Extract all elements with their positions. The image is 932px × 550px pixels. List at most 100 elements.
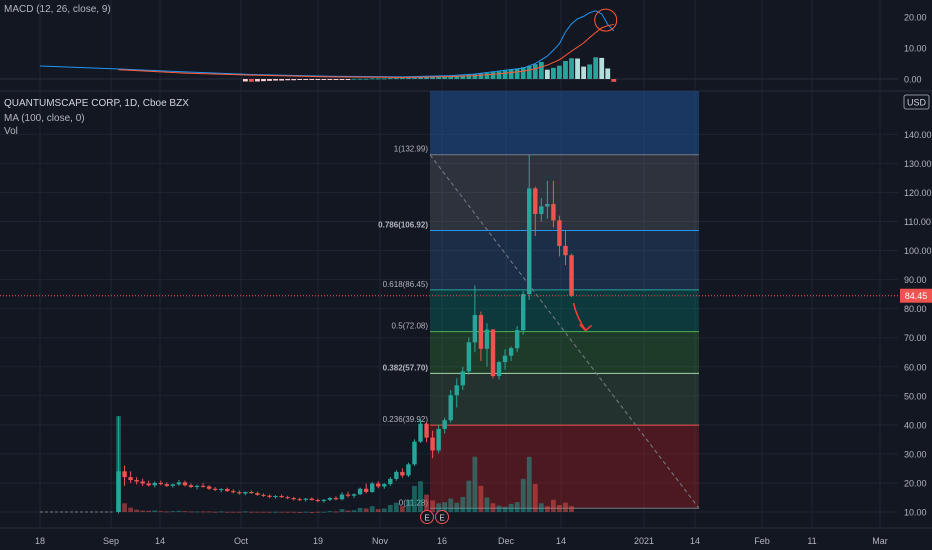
x-axis-tick: 11 — [807, 536, 816, 546]
candle-body — [527, 188, 532, 295]
candle-body — [194, 485, 200, 488]
candle-body — [345, 494, 351, 496]
fib-zone — [430, 154, 699, 231]
volume-bar — [424, 494, 429, 512]
candle-body — [303, 498, 308, 500]
candle-body — [436, 428, 441, 451]
signal-line — [118, 23, 614, 78]
candle-body — [188, 485, 194, 488]
volume-bar — [291, 511, 297, 513]
macd-histogram-bar — [267, 79, 272, 81]
candle-body — [357, 488, 363, 495]
volume-bar — [176, 510, 182, 512]
x-axis-tick: 14 — [155, 536, 165, 546]
candle-body — [454, 385, 459, 396]
volume-bar — [484, 497, 490, 512]
candle-body — [418, 423, 423, 442]
macd-histogram-bar — [381, 78, 387, 80]
volume-bar — [230, 511, 236, 513]
volume-bar — [206, 511, 212, 513]
candle-body — [448, 395, 453, 421]
candle-body — [219, 489, 224, 491]
volume-bar — [188, 511, 194, 513]
symbol-title: QUANTUMSCAPE CORP, 1D, Cboe BZX — [4, 98, 189, 109]
fib-zone — [430, 230, 699, 290]
vol-legend: Vol — [4, 126, 18, 137]
volume-bar — [454, 502, 460, 512]
macd-histogram-bar — [369, 78, 375, 80]
volume-bar — [261, 511, 266, 513]
price-axis-tick: 50.00 — [904, 391, 927, 401]
macd-histogram-bar — [551, 67, 556, 79]
volume-bar — [152, 510, 158, 512]
macd-axis-tick: 0.00 — [904, 75, 922, 85]
volume-bar — [273, 511, 278, 513]
macd-histogram-bar — [351, 78, 357, 80]
volume-bar — [532, 484, 538, 512]
x-axis-tick: Mar — [872, 536, 888, 546]
volume-bar — [158, 511, 164, 513]
macd-histogram-bar — [327, 79, 333, 80]
macd-histogram-bar — [532, 64, 538, 79]
volume-bar — [412, 485, 417, 512]
volume-bar — [224, 511, 230, 513]
macd-histogram-bar — [526, 65, 532, 79]
macd-histogram-bar — [424, 77, 429, 79]
volume-bar — [442, 502, 448, 512]
volume-bar — [569, 506, 574, 512]
macd-histogram-bar — [418, 77, 423, 79]
volume-bar — [146, 510, 152, 512]
price-axis-tick: 10.00 — [904, 508, 927, 518]
candle-body — [297, 499, 302, 501]
candle-body — [315, 500, 321, 502]
macd-histogram-bar — [375, 78, 381, 80]
x-axis-tick: 16 — [437, 536, 447, 546]
macd-histogram-bar — [587, 64, 593, 79]
candle-body — [563, 245, 568, 256]
candle-body — [466, 342, 472, 372]
volume-bar — [544, 506, 550, 512]
volume-bar — [538, 503, 544, 512]
price-axis-tick: 60.00 — [904, 362, 927, 372]
candle-body — [508, 348, 514, 356]
earnings-badge-label: E — [439, 514, 444, 523]
macd-histogram-bar — [599, 57, 605, 79]
candle-body — [206, 486, 212, 489]
volume-bar — [351, 510, 357, 512]
volume-bar — [430, 500, 435, 512]
volume-bar — [490, 503, 496, 512]
price-tag-label: 84.45 — [905, 291, 928, 301]
candle-body — [261, 494, 266, 496]
volume-bar — [496, 505, 502, 512]
candle-body — [134, 480, 139, 482]
candle-body — [400, 471, 405, 476]
volume-bar — [369, 506, 375, 512]
candle-body — [394, 471, 399, 479]
volume-bar — [472, 456, 478, 512]
volume-bar — [255, 511, 260, 513]
volume-bar — [460, 496, 466, 512]
fib-level-label: 0.618(86.45) — [383, 280, 429, 289]
earnings-badge — [435, 510, 449, 524]
macd-cross-circle — [594, 8, 618, 32]
volume-bar — [164, 511, 170, 513]
candle-body — [237, 492, 242, 494]
candle-body — [533, 188, 538, 214]
volume-bar — [345, 510, 351, 512]
macd-histogram-bar — [605, 68, 611, 79]
candle-body — [557, 220, 562, 246]
candle-body — [406, 464, 411, 476]
macd-histogram-bar — [442, 76, 448, 79]
candle-body — [128, 477, 133, 481]
candle-body — [327, 498, 333, 500]
volume-bar — [267, 511, 272, 513]
candle-body — [496, 362, 502, 377]
macd-histogram-bar — [400, 78, 405, 80]
fib-zone — [430, 91, 699, 155]
macd-histogram-bar — [496, 71, 502, 79]
macd-histogram-bar — [279, 79, 284, 81]
macd-histogram-bar — [315, 79, 321, 80]
candle-body — [140, 481, 145, 484]
macd-legend: MACD (12, 26, close, 9) — [4, 4, 111, 15]
